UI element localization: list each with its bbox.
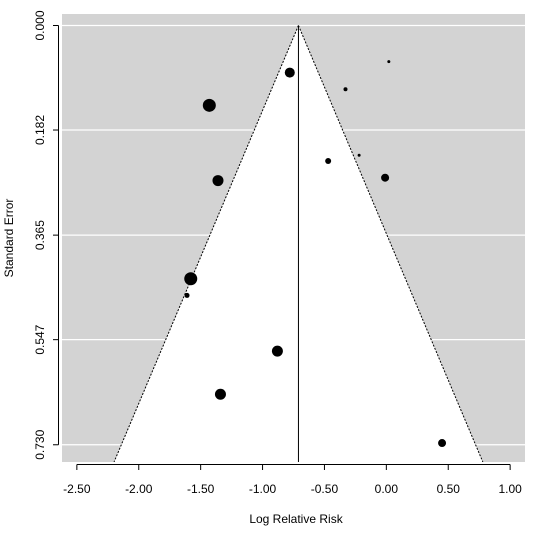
data-point-5 <box>357 153 361 157</box>
funnel-left-boundary <box>113 25 299 462</box>
data-point-11 <box>214 388 226 400</box>
data-point-3 <box>202 98 216 112</box>
x-axis-label: Log Relative Risk <box>249 512 343 526</box>
data-point-6 <box>381 173 390 182</box>
x-tick-label-3: -1.00 <box>249 482 277 496</box>
x-tick-label-4: -0.50 <box>311 482 339 496</box>
data-point-8 <box>184 272 198 286</box>
x-tick-label-5: 0.00 <box>375 482 399 496</box>
y-tick-label-2: 0.365 <box>33 220 47 250</box>
plot-area <box>62 14 525 462</box>
y-tick-label-0: 0.000 <box>33 10 47 40</box>
x-tick-label-1: -2.00 <box>125 482 153 496</box>
data-point-7 <box>212 175 224 187</box>
y-tick-label-3: 0.547 <box>33 324 47 354</box>
x-tick-label-7: 1.00 <box>498 482 522 496</box>
data-point-1 <box>387 60 391 64</box>
data-point-12 <box>438 439 447 448</box>
x-tick-label-2: -1.50 <box>187 482 215 496</box>
x-tick-label-0: -2.50 <box>63 482 91 496</box>
data-point-2 <box>343 87 348 92</box>
data-point-4 <box>325 158 332 165</box>
data-point-10 <box>271 345 283 357</box>
x-axis: -2.50 -2.00 -1.50 -1.00 -0.50 0.00 0.50 1.00 <box>63 464 522 496</box>
funnel-right-boundary <box>297 25 484 462</box>
x-tick-label-6: 0.50 <box>437 482 461 496</box>
data-point-0 <box>284 67 295 78</box>
y-tick-label-4: 0.730 <box>33 429 47 459</box>
data-point-9 <box>184 292 190 298</box>
y-axis-label: Standard Error <box>2 199 16 278</box>
y-axis: 0.000 0.182 0.365 0.547 0.730 <box>33 10 59 460</box>
y-tick-label-1: 0.182 <box>33 115 47 145</box>
